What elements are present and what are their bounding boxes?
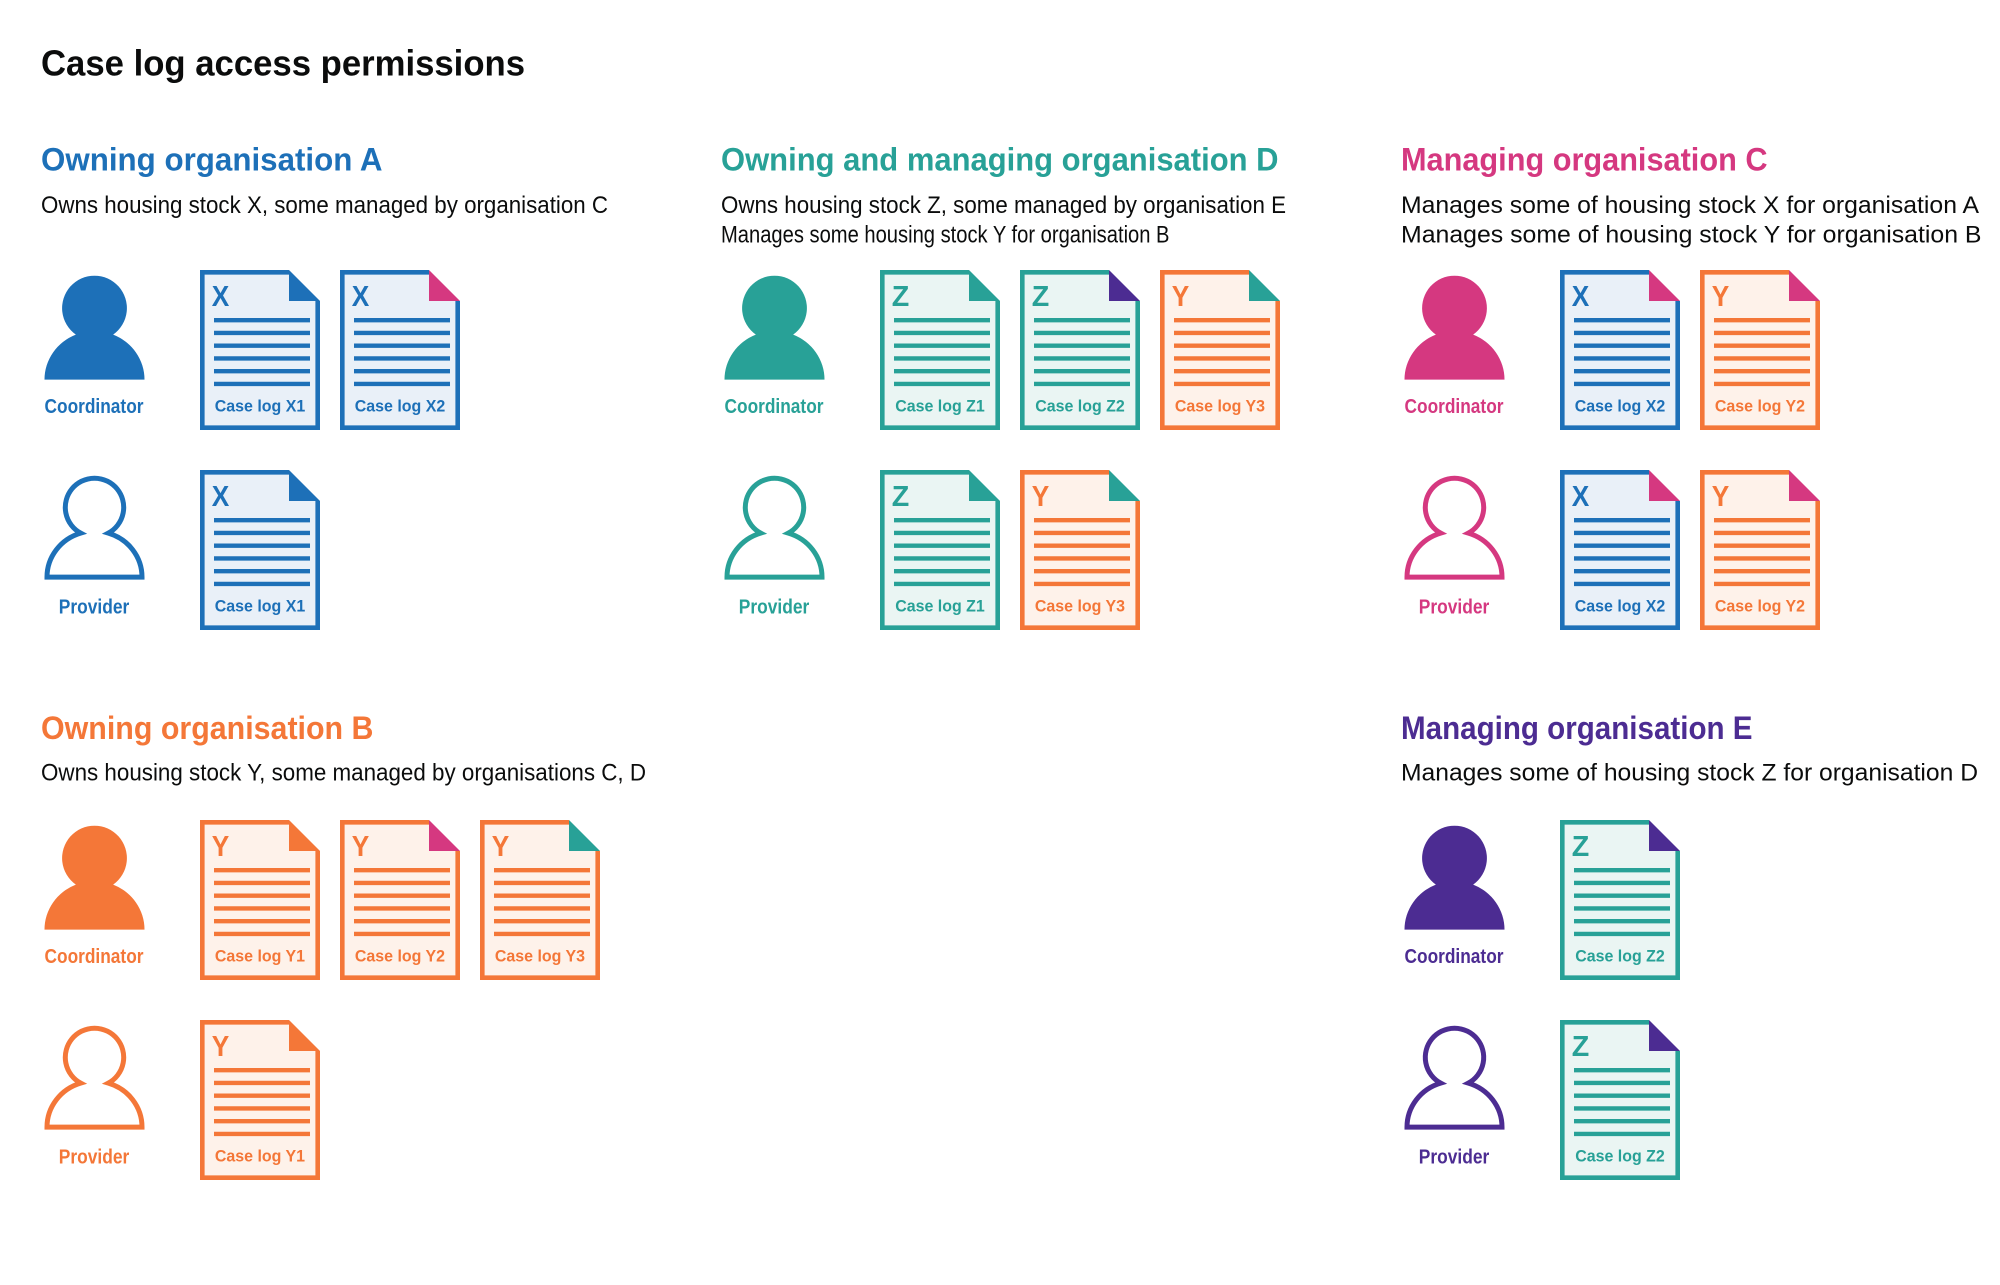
svg-text:Provider: Provider — [59, 596, 130, 618]
svg-text:Y: Y — [352, 831, 370, 863]
svg-text:Owning organisation B: Owning organisation B — [41, 710, 374, 746]
svg-text:X: X — [1572, 481, 1590, 513]
svg-text:Provider: Provider — [1419, 596, 1490, 618]
svg-text:Coordinator: Coordinator — [45, 396, 144, 418]
svg-text:Manages some of housing stock: Manages some of housing stock X for orga… — [1401, 192, 1979, 219]
svg-text:Manages some housing stock Y f: Manages some housing stock Y for organis… — [721, 221, 1170, 248]
svg-text:Case log Z2: Case log Z2 — [1035, 397, 1125, 416]
svg-text:Case log Y3: Case log Y3 — [495, 947, 585, 966]
svg-text:Coordinator: Coordinator — [725, 396, 824, 418]
svg-text:Owning and managing organisati: Owning and managing organisation D — [721, 141, 1279, 177]
svg-text:Managing organisation E: Managing organisation E — [1401, 710, 1753, 746]
svg-text:Case log Y1: Case log Y1 — [215, 947, 305, 966]
svg-text:Case log Z2: Case log Z2 — [1575, 947, 1665, 966]
svg-text:Case log Y3: Case log Y3 — [1175, 397, 1265, 416]
svg-text:Case log Y2: Case log Y2 — [1715, 397, 1805, 416]
svg-text:Case log Z1: Case log Z1 — [895, 597, 985, 616]
svg-text:Case log Y3: Case log Y3 — [1035, 597, 1125, 616]
svg-text:Case log X1: Case log X1 — [215, 597, 306, 616]
svg-text:Case log X2: Case log X2 — [1575, 397, 1666, 416]
svg-text:Y: Y — [1032, 481, 1050, 513]
svg-text:Case log X2: Case log X2 — [355, 397, 446, 416]
svg-text:Manages some of housing stock: Manages some of housing stock Z for orga… — [1401, 759, 1978, 786]
svg-text:Y: Y — [1172, 281, 1190, 313]
svg-text:Z: Z — [892, 281, 910, 313]
svg-text:Z: Z — [1572, 1031, 1590, 1063]
svg-text:Case log Y1: Case log Y1 — [215, 1147, 305, 1166]
svg-text:Z: Z — [1572, 831, 1590, 863]
svg-text:Provider: Provider — [739, 596, 810, 618]
svg-text:X: X — [352, 281, 370, 313]
svg-text:X: X — [212, 281, 230, 313]
svg-text:Y: Y — [1712, 481, 1730, 513]
svg-text:Coordinator: Coordinator — [1405, 946, 1504, 968]
svg-text:Case log X2: Case log X2 — [1575, 597, 1666, 616]
svg-text:Case log Y2: Case log Y2 — [1715, 597, 1805, 616]
svg-text:Owns housing stock X, some man: Owns housing stock X, some managed by or… — [41, 192, 608, 219]
svg-text:Provider: Provider — [1419, 1146, 1490, 1168]
svg-text:Managing organisation C: Managing organisation C — [1401, 141, 1768, 177]
svg-text:X: X — [1572, 281, 1590, 313]
svg-text:Z: Z — [892, 481, 910, 513]
svg-text:Case log X1: Case log X1 — [215, 397, 306, 416]
svg-text:Owns housing stock Z, some man: Owns housing stock Z, some managed by or… — [721, 192, 1286, 219]
svg-text:Coordinator: Coordinator — [1405, 396, 1504, 418]
svg-text:Owns housing stock Y, some man: Owns housing stock Y, some managed by or… — [41, 759, 646, 786]
svg-text:Case log Z2: Case log Z2 — [1575, 1147, 1665, 1166]
svg-text:Case log Y2: Case log Y2 — [355, 947, 445, 966]
svg-text:Coordinator: Coordinator — [45, 946, 144, 968]
svg-text:Owning organisation A: Owning organisation A — [41, 141, 383, 177]
svg-text:Case log Z1: Case log Z1 — [895, 397, 985, 416]
svg-text:X: X — [212, 481, 230, 513]
svg-text:Case log access permissions: Case log access permissions — [41, 43, 525, 84]
svg-text:Manages some of housing stock: Manages some of housing stock Y for orga… — [1401, 221, 1982, 248]
svg-text:Y: Y — [212, 831, 230, 863]
svg-text:Y: Y — [1712, 281, 1730, 313]
svg-text:Provider: Provider — [59, 1146, 130, 1168]
svg-text:Y: Y — [212, 1031, 230, 1063]
svg-text:Z: Z — [1032, 281, 1050, 313]
svg-text:Y: Y — [492, 831, 510, 863]
